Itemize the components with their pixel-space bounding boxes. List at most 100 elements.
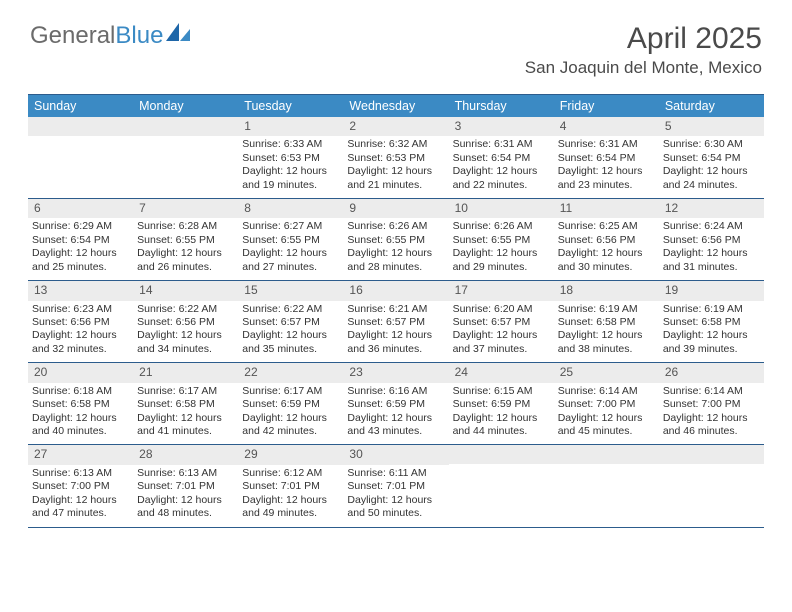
week-row: 20Sunrise: 6:18 AMSunset: 6:58 PMDayligh… (28, 363, 764, 445)
day-sunrise: Sunrise: 6:31 AM (453, 138, 550, 151)
day-body: Sunrise: 6:23 AMSunset: 6:56 PMDaylight:… (28, 301, 133, 363)
day-day1: Daylight: 12 hours (453, 165, 550, 178)
day-cell (659, 445, 764, 526)
day-cell: 9Sunrise: 6:26 AMSunset: 6:55 PMDaylight… (343, 199, 448, 280)
day-day1: Daylight: 12 hours (347, 247, 444, 260)
day-day2: and 22 minutes. (453, 179, 550, 192)
day-day2: and 30 minutes. (558, 261, 655, 274)
day-sunset: Sunset: 6:55 PM (347, 234, 444, 247)
day-day2: and 39 minutes. (663, 343, 760, 356)
day-cell: 20Sunrise: 6:18 AMSunset: 6:58 PMDayligh… (28, 363, 133, 444)
day-body: Sunrise: 6:22 AMSunset: 6:57 PMDaylight:… (238, 301, 343, 363)
day-sunset: Sunset: 6:53 PM (347, 152, 444, 165)
day-day1: Daylight: 12 hours (663, 329, 760, 342)
day-sunset: Sunset: 6:54 PM (663, 152, 760, 165)
day-body (554, 464, 659, 516)
day-cell: 26Sunrise: 6:14 AMSunset: 7:00 PMDayligh… (659, 363, 764, 444)
day-day2: and 23 minutes. (558, 179, 655, 192)
day-number: 11 (554, 199, 659, 218)
day-sunrise: Sunrise: 6:24 AM (663, 220, 760, 233)
day-day1: Daylight: 12 hours (347, 165, 444, 178)
day-day1: Daylight: 12 hours (453, 412, 550, 425)
day-number: 7 (133, 199, 238, 218)
day-body: Sunrise: 6:16 AMSunset: 6:59 PMDaylight:… (343, 383, 448, 445)
day-body: Sunrise: 6:30 AMSunset: 6:54 PMDaylight:… (659, 136, 764, 198)
day-number: 25 (554, 363, 659, 382)
day-body: Sunrise: 6:19 AMSunset: 6:58 PMDaylight:… (554, 301, 659, 363)
day-body: Sunrise: 6:11 AMSunset: 7:01 PMDaylight:… (343, 465, 448, 527)
day-number: 6 (28, 199, 133, 218)
day-number (659, 445, 764, 464)
day-cell: 10Sunrise: 6:26 AMSunset: 6:55 PMDayligh… (449, 199, 554, 280)
day-day1: Daylight: 12 hours (558, 247, 655, 260)
day-number: 21 (133, 363, 238, 382)
day-day1: Daylight: 12 hours (663, 165, 760, 178)
day-sunrise: Sunrise: 6:13 AM (137, 467, 234, 480)
day-sunset: Sunset: 6:56 PM (558, 234, 655, 247)
day-day1: Daylight: 12 hours (242, 165, 339, 178)
day-number: 14 (133, 281, 238, 300)
day-sunrise: Sunrise: 6:12 AM (242, 467, 339, 480)
day-sunrise: Sunrise: 6:13 AM (32, 467, 129, 480)
dow-wednesday: Wednesday (343, 95, 448, 117)
day-cell: 2Sunrise: 6:32 AMSunset: 6:53 PMDaylight… (343, 117, 448, 198)
day-body: Sunrise: 6:32 AMSunset: 6:53 PMDaylight:… (343, 136, 448, 198)
day-day1: Daylight: 12 hours (663, 412, 760, 425)
day-sunset: Sunset: 6:54 PM (32, 234, 129, 247)
day-cell: 19Sunrise: 6:19 AMSunset: 6:58 PMDayligh… (659, 281, 764, 362)
day-day1: Daylight: 12 hours (32, 412, 129, 425)
day-cell: 29Sunrise: 6:12 AMSunset: 7:01 PMDayligh… (238, 445, 343, 526)
day-cell: 18Sunrise: 6:19 AMSunset: 6:58 PMDayligh… (554, 281, 659, 362)
month-title: April 2025 (525, 22, 762, 56)
day-sunset: Sunset: 6:57 PM (347, 316, 444, 329)
day-sunrise: Sunrise: 6:17 AM (137, 385, 234, 398)
day-body: Sunrise: 6:22 AMSunset: 6:56 PMDaylight:… (133, 301, 238, 363)
day-sunset: Sunset: 6:56 PM (137, 316, 234, 329)
day-cell: 7Sunrise: 6:28 AMSunset: 6:55 PMDaylight… (133, 199, 238, 280)
day-body: Sunrise: 6:28 AMSunset: 6:55 PMDaylight:… (133, 218, 238, 280)
day-sunset: Sunset: 6:54 PM (558, 152, 655, 165)
day-body (449, 464, 554, 516)
day-cell: 24Sunrise: 6:15 AMSunset: 6:59 PMDayligh… (449, 363, 554, 444)
day-body: Sunrise: 6:21 AMSunset: 6:57 PMDaylight:… (343, 301, 448, 363)
day-number: 12 (659, 199, 764, 218)
day-sunset: Sunset: 6:58 PM (558, 316, 655, 329)
day-sunrise: Sunrise: 6:18 AM (32, 385, 129, 398)
day-cell: 28Sunrise: 6:13 AMSunset: 7:01 PMDayligh… (133, 445, 238, 526)
page-header: GeneralBlue April 2025 San Joaquin del M… (0, 0, 792, 88)
day-number: 29 (238, 445, 343, 464)
day-sunrise: Sunrise: 6:14 AM (663, 385, 760, 398)
day-number: 24 (449, 363, 554, 382)
logo-sail-icon (166, 23, 192, 43)
day-number: 3 (449, 117, 554, 136)
day-sunrise: Sunrise: 6:26 AM (347, 220, 444, 233)
day-number: 1 (238, 117, 343, 136)
day-number: 5 (659, 117, 764, 136)
day-number (449, 445, 554, 464)
day-day2: and 21 minutes. (347, 179, 444, 192)
day-cell (554, 445, 659, 526)
day-body (28, 136, 133, 188)
day-day1: Daylight: 12 hours (453, 329, 550, 342)
day-body: Sunrise: 6:18 AMSunset: 6:58 PMDaylight:… (28, 383, 133, 445)
day-day2: and 42 minutes. (242, 425, 339, 438)
day-sunset: Sunset: 6:59 PM (347, 398, 444, 411)
week-row: 27Sunrise: 6:13 AMSunset: 7:00 PMDayligh… (28, 445, 764, 527)
day-sunrise: Sunrise: 6:15 AM (453, 385, 550, 398)
day-day2: and 45 minutes. (558, 425, 655, 438)
day-of-week-header: Sunday Monday Tuesday Wednesday Thursday… (28, 95, 764, 117)
day-day2: and 43 minutes. (347, 425, 444, 438)
day-number: 27 (28, 445, 133, 464)
day-body: Sunrise: 6:29 AMSunset: 6:54 PMDaylight:… (28, 218, 133, 280)
day-body (133, 136, 238, 188)
day-cell: 27Sunrise: 6:13 AMSunset: 7:00 PMDayligh… (28, 445, 133, 526)
day-sunrise: Sunrise: 6:11 AM (347, 467, 444, 480)
dow-sunday: Sunday (28, 95, 133, 117)
day-cell: 3Sunrise: 6:31 AMSunset: 6:54 PMDaylight… (449, 117, 554, 198)
day-sunrise: Sunrise: 6:14 AM (558, 385, 655, 398)
day-day1: Daylight: 12 hours (32, 247, 129, 260)
day-sunset: Sunset: 6:55 PM (137, 234, 234, 247)
dow-friday: Friday (554, 95, 659, 117)
weeks-container: 1Sunrise: 6:33 AMSunset: 6:53 PMDaylight… (28, 117, 764, 528)
day-day1: Daylight: 12 hours (558, 165, 655, 178)
